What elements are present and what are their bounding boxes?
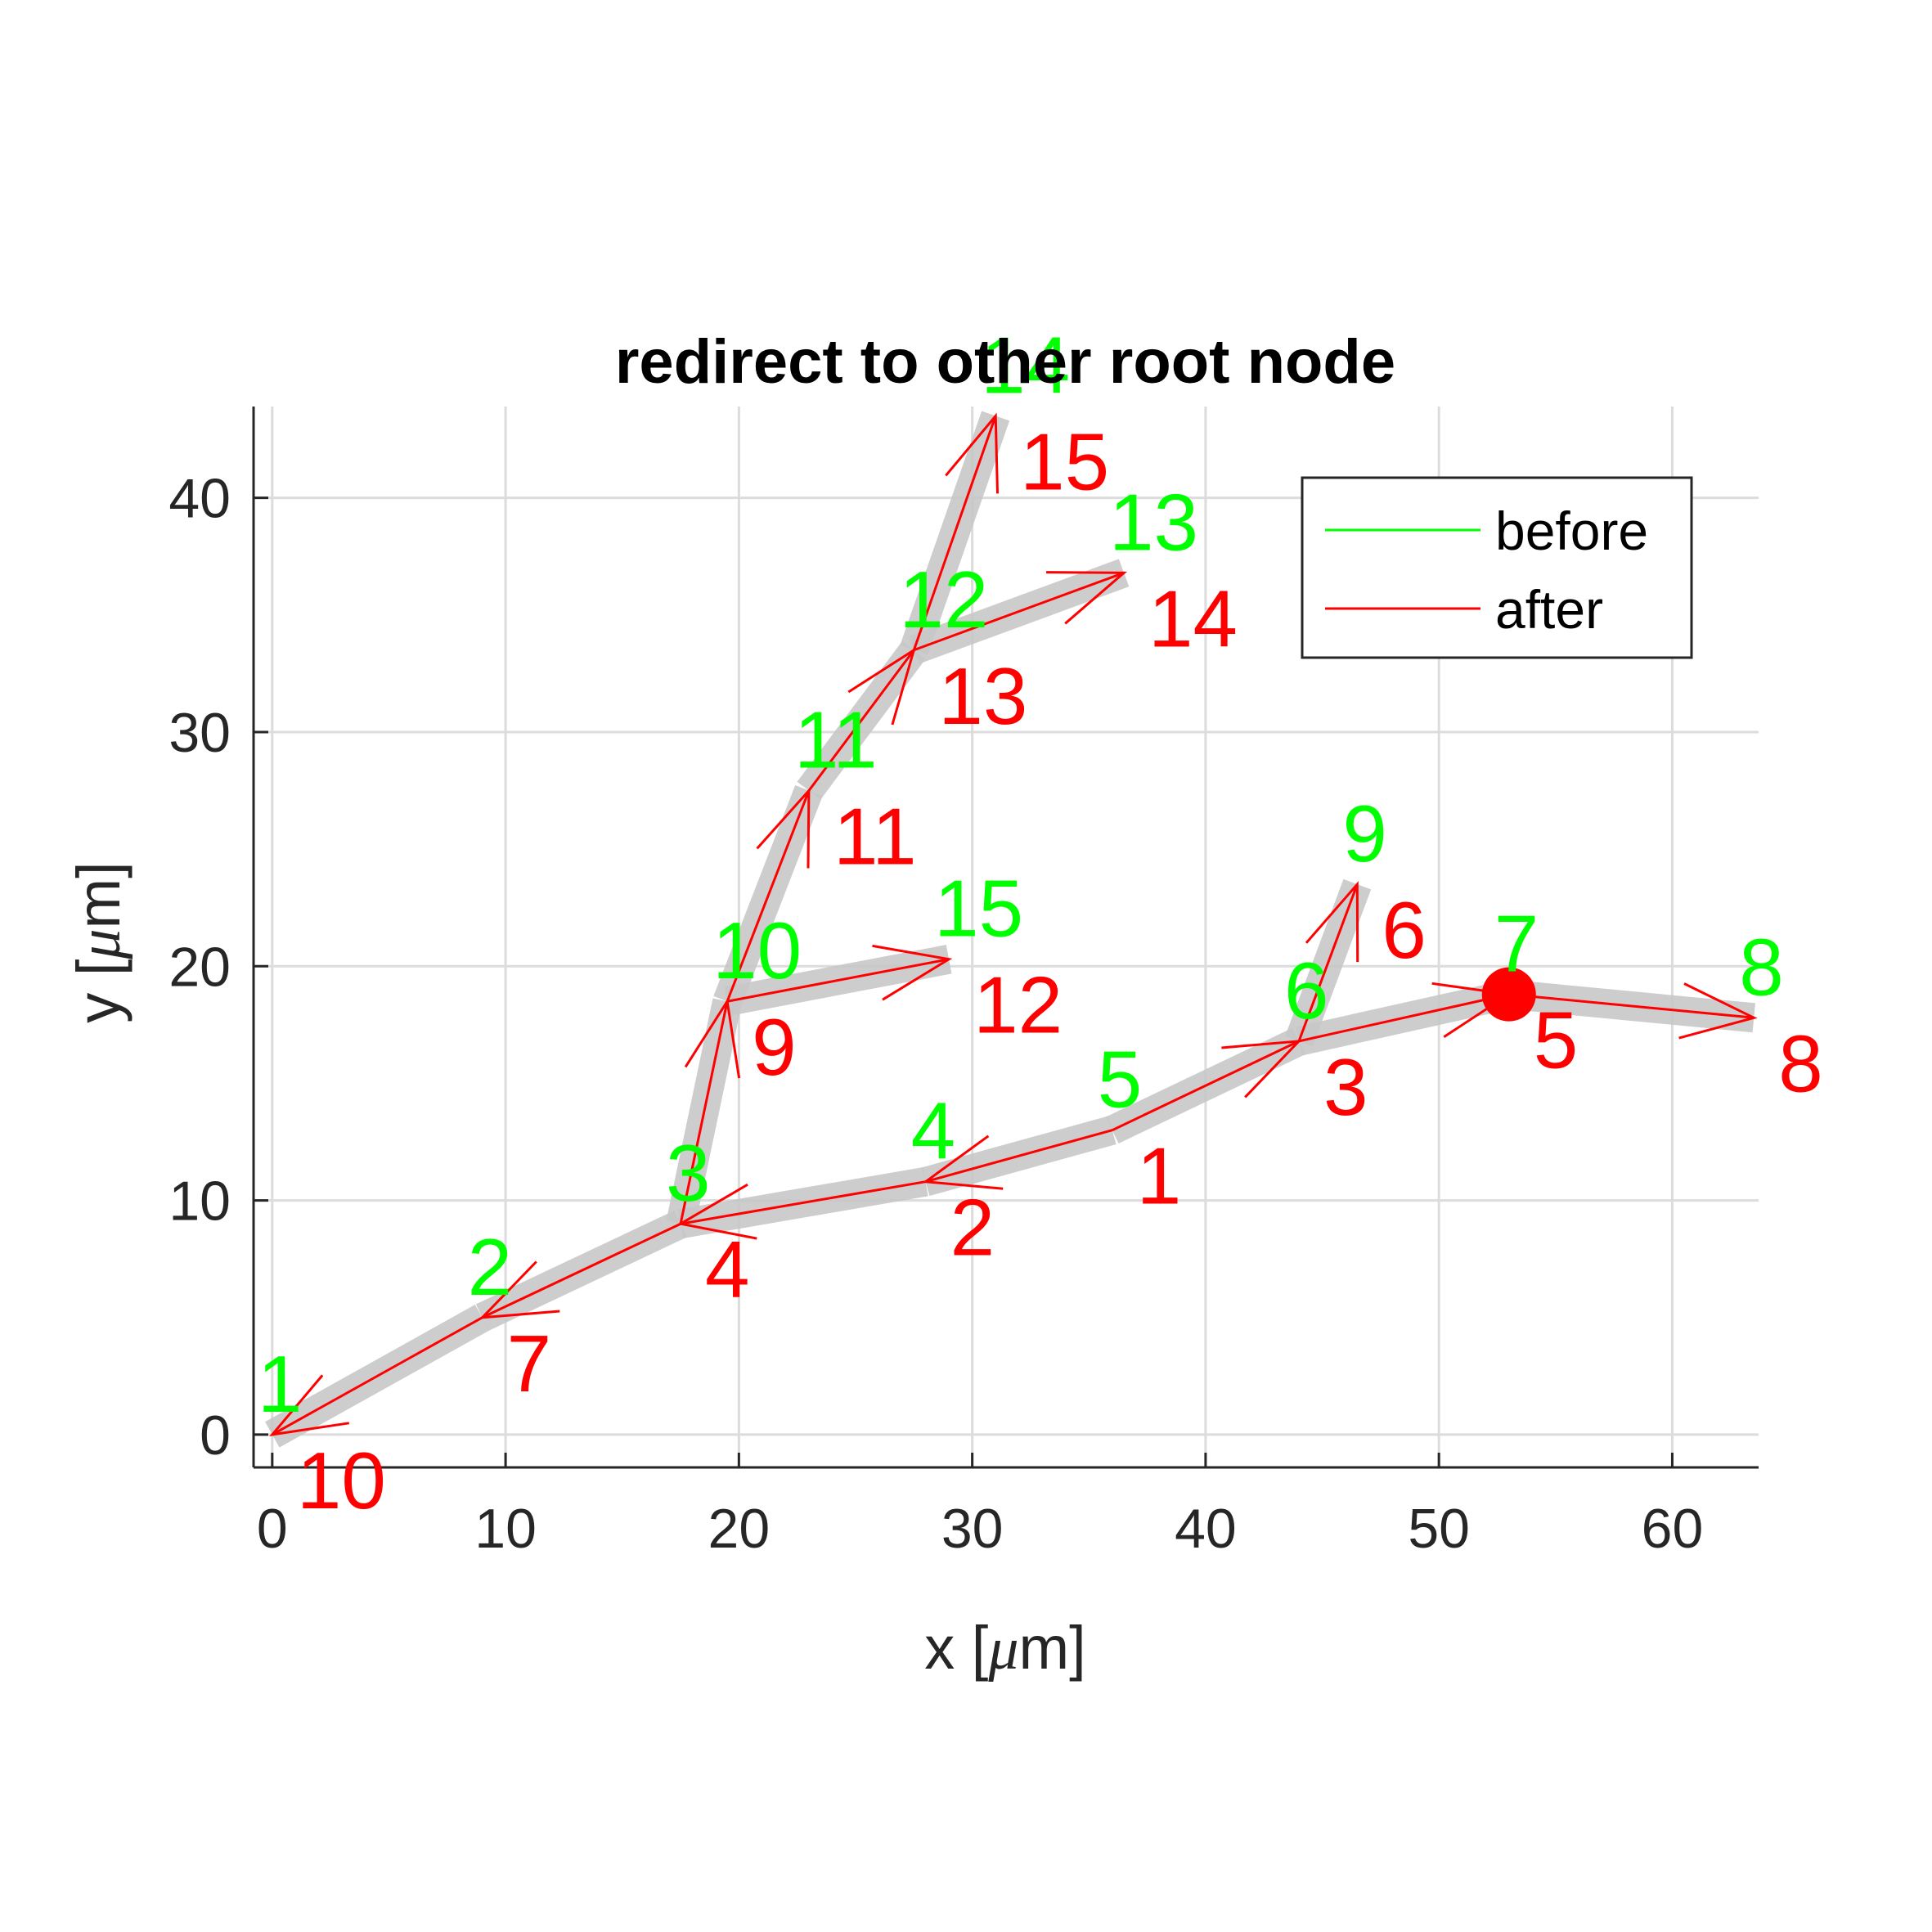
after-arrow-shaft <box>1508 993 1755 1019</box>
chart-title: redirect to other root node <box>615 327 1395 397</box>
root-node-marker <box>1481 967 1536 1022</box>
node-label-after: 7 <box>507 1319 552 1409</box>
after-arrow-head <box>1046 571 1128 625</box>
node-label-after: 13 <box>938 651 1027 741</box>
after-arrow-shaft <box>925 1129 1113 1184</box>
x-tick-label: 10 <box>474 1498 537 1560</box>
after-arrow-shaft <box>680 1180 926 1225</box>
after-arrow-head <box>872 944 953 1001</box>
node-label-before: 5 <box>1098 1035 1143 1125</box>
after-arrow-head <box>922 1134 1004 1190</box>
legend-label-after: after <box>1495 579 1603 640</box>
node-label-after: 8 <box>1778 1018 1823 1108</box>
node-label-after: 2 <box>950 1183 995 1273</box>
after-arrow-shaft <box>726 790 811 1002</box>
after-arrow-shaft <box>726 958 950 1003</box>
y-tick-label: 20 <box>168 936 231 998</box>
after-arrow-shaft <box>1298 993 1510 1043</box>
node-label-before: 12 <box>899 555 988 645</box>
x-tick-label: 60 <box>1642 1498 1704 1560</box>
node-label-before: 1 <box>258 1339 303 1429</box>
y-tick-label: 0 <box>200 1404 231 1467</box>
x-tick-label: 30 <box>941 1498 1004 1560</box>
node-label-before: 10 <box>712 905 802 995</box>
after-arrow-shaft <box>807 649 915 792</box>
y-axis-label: y [μm] <box>65 861 133 1022</box>
after-arrow-head <box>756 787 811 869</box>
node-label-before: 8 <box>1739 922 1784 1012</box>
node-label-after: 9 <box>752 1002 797 1092</box>
after-arrow-shaft <box>1297 883 1359 1042</box>
node-labels: 1102734425163758896109111112131314141515… <box>258 320 1823 1525</box>
node-label-before: 7 <box>1494 899 1539 989</box>
node-label-after: 15 <box>1020 416 1109 506</box>
x-tick-label: 20 <box>708 1498 771 1560</box>
y-tick-label: 40 <box>168 468 231 530</box>
after-arrow-head <box>945 412 999 494</box>
node-label-before: 11 <box>794 695 878 785</box>
axes <box>252 407 1759 1469</box>
y-tick-label: 10 <box>168 1170 231 1233</box>
node-label-before: 4 <box>911 1086 956 1176</box>
node-label-after: 6 <box>1382 885 1427 975</box>
after-arrow-head <box>269 1374 350 1436</box>
after-arrows <box>269 412 1758 1436</box>
x-tick-label: 50 <box>1408 1498 1470 1560</box>
node-label-after: 4 <box>705 1224 750 1314</box>
x-axis-label: x [μm] <box>924 1614 1085 1683</box>
after-arrow-shaft <box>913 571 1125 652</box>
node-label-before: 3 <box>666 1128 711 1218</box>
node-label-after: 10 <box>297 1436 386 1525</box>
after-arrow-shaft <box>679 1000 729 1224</box>
x-tick-label: 40 <box>1175 1498 1237 1560</box>
after-arrow-head <box>847 647 916 726</box>
node-label-before: 6 <box>1284 946 1329 1036</box>
after-arrow-head <box>1678 982 1758 1040</box>
y-tick-label: 30 <box>168 702 231 764</box>
after-arrow-shaft <box>1112 1040 1300 1132</box>
node-label-after: 14 <box>1148 573 1238 663</box>
node-label-before: 9 <box>1342 789 1387 878</box>
x-tick-label: 0 <box>257 1498 288 1560</box>
node-label-after: 11 <box>833 792 917 882</box>
node-label-after: 5 <box>1534 995 1579 1085</box>
legend: before after <box>1301 476 1693 659</box>
node-label-before: 15 <box>934 864 1023 954</box>
after-arrow-head <box>1305 881 1359 963</box>
node-label-before: 14 <box>981 320 1070 410</box>
legend-label-before: before <box>1495 501 1648 561</box>
node-label-before: 2 <box>468 1222 513 1312</box>
after-arrow-shaft <box>272 1316 483 1436</box>
node-label-after: 3 <box>1323 1042 1368 1132</box>
after-arrow-head <box>479 1260 560 1319</box>
node-label-before: 13 <box>1109 477 1198 567</box>
after-arrow-shaft <box>912 415 997 651</box>
node-label-after: 12 <box>973 960 1063 1050</box>
after-arrow-shaft <box>481 1222 681 1319</box>
node-label-after: 1 <box>1137 1131 1182 1221</box>
legend-box <box>1301 476 1693 659</box>
